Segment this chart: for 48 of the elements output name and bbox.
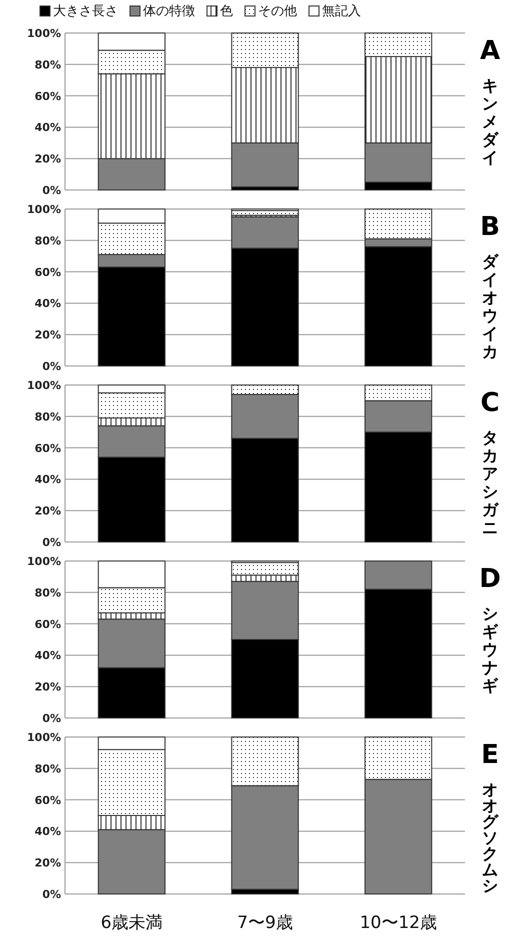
y-tick-label: 40% — [34, 473, 61, 486]
y-tick-label: 60% — [34, 442, 61, 455]
text: シギウナギ — [482, 604, 499, 695]
y-tick-label: 20% — [34, 328, 61, 342]
x-tick-label: 10〜12歳 — [360, 913, 437, 933]
y-tick-label: 40% — [34, 825, 61, 838]
y-tick-label: 100% — [27, 203, 61, 216]
y-tick-label: 0% — [42, 888, 61, 901]
y-tick-label: 0% — [42, 360, 61, 373]
y-tick-label: 80% — [34, 410, 61, 424]
legend-label: 大きさ長さ — [53, 4, 118, 19]
legend-label: 無記入 — [322, 4, 361, 19]
y-tick-label: 80% — [34, 762, 61, 776]
legend-label: 色 — [220, 4, 233, 19]
text: C — [480, 388, 500, 418]
y-tick-label: 40% — [34, 297, 61, 310]
legend-label: その他 — [258, 4, 297, 19]
x-tick-label: 6歳未満 — [100, 913, 163, 933]
y-tick-label: 20% — [34, 504, 61, 518]
y-tick-label: 60% — [34, 266, 61, 279]
text: D — [479, 564, 501, 594]
y-tick-label: 0% — [42, 184, 61, 197]
y-tick-label: 60% — [34, 618, 61, 631]
text: B — [480, 212, 500, 242]
text: E — [481, 740, 499, 770]
y-tick-label: 80% — [34, 586, 61, 600]
y-tick-label: 100% — [27, 379, 61, 392]
text: A — [480, 36, 500, 66]
text: キンメダイ — [482, 76, 499, 167]
y-tick-label: 100% — [27, 27, 61, 40]
y-tick-label: 20% — [34, 152, 61, 166]
y-tick-label: 40% — [34, 649, 61, 662]
y-tick-label: 60% — [34, 794, 61, 807]
legend-label: 体の特徴 — [143, 4, 195, 19]
text: ダイオウイカ — [482, 252, 499, 361]
text: タカアシガニ — [482, 428, 499, 537]
y-tick-label: 100% — [27, 555, 61, 568]
y-tick-label: 0% — [42, 536, 61, 549]
y-tick-label: 100% — [27, 731, 61, 744]
y-tick-label: 80% — [34, 234, 61, 248]
y-tick-label: 20% — [34, 856, 61, 870]
y-tick-label: 80% — [34, 58, 61, 72]
y-tick-label: 60% — [34, 90, 61, 103]
y-tick-label: 0% — [42, 712, 61, 725]
y-tick-label: 40% — [34, 121, 61, 134]
text: オオグソクムシ — [482, 780, 499, 895]
y-tick-label: 20% — [34, 680, 61, 694]
x-tick-label: 7〜9歳 — [237, 913, 293, 933]
